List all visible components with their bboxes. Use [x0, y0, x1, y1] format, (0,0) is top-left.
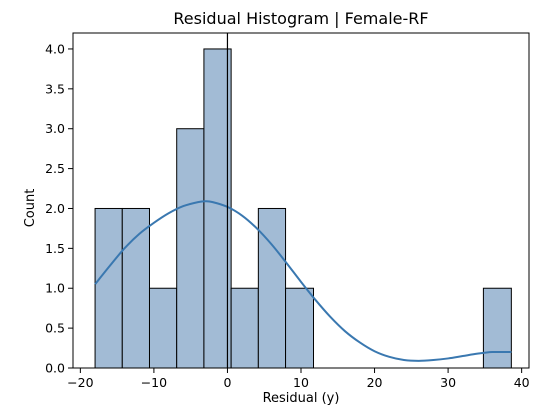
y-tick-label: 1.0	[45, 281, 65, 296]
x-tick-label: 30	[440, 375, 456, 390]
histogram-bar-8	[482, 287, 512, 369]
x-tick-label: 10	[293, 375, 309, 390]
x-tick-label: 20	[367, 375, 383, 390]
histogram-bar-4	[203, 48, 232, 369]
y-axis: 0.0 0.5 1.0 1.5 2.0 2.5 3.0 3.5 4.0	[45, 41, 73, 376]
histogram-bar-2	[148, 287, 178, 369]
x-tick-label: 0	[223, 375, 231, 390]
histogram-bar-5	[230, 287, 259, 369]
y-tick-label: 4.0	[45, 41, 65, 56]
y-tick-label: 2.5	[45, 161, 65, 176]
histogram-bar-0	[94, 207, 123, 369]
y-tick-label: 3.0	[45, 121, 65, 136]
y-tick-label: 1.5	[45, 241, 65, 256]
x-axis-label: Residual (y)	[263, 391, 340, 406]
x-tick-label: −10	[141, 375, 167, 390]
kde-curve	[94, 200, 512, 362]
y-axis-label: Count	[23, 189, 38, 228]
histogram-bar-1	[121, 207, 150, 369]
x-axis: −20 −10 0 10 20 30 40	[67, 368, 530, 390]
histogram-bar-6	[257, 207, 287, 369]
x-tick-label: −20	[67, 375, 93, 390]
x-tick-label: 40	[514, 375, 530, 390]
chart-title: Residual Histogram | Female-RF	[173, 9, 428, 28]
y-tick-label: 0.5	[45, 321, 65, 336]
histogram-bar-3	[176, 128, 205, 369]
y-tick-label: 2.0	[45, 201, 65, 216]
kde-layer	[94, 200, 512, 362]
y-tick-label: 0.0	[45, 361, 65, 376]
bars-layer	[94, 48, 512, 369]
histogram-bar-7	[285, 287, 315, 369]
y-tick-label: 3.5	[45, 81, 65, 96]
